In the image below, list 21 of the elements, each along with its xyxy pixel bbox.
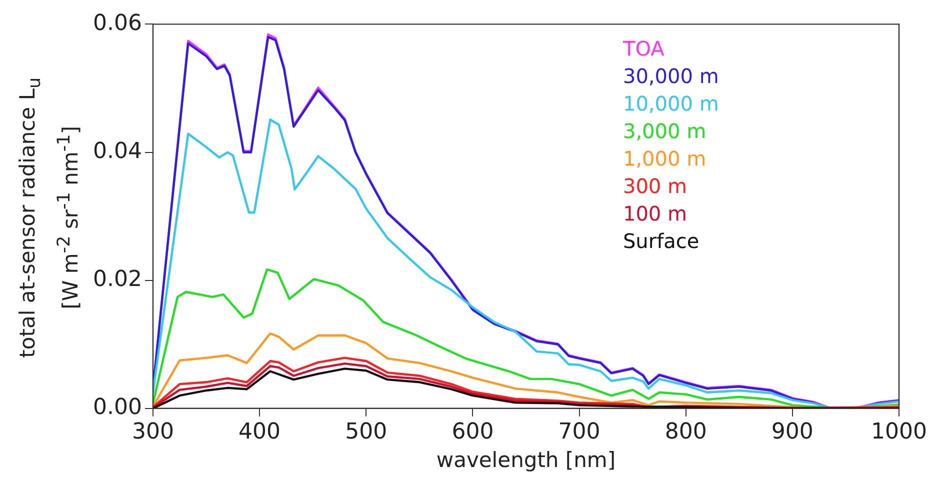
x-tick-label: 1000 — [871, 419, 928, 444]
x-tick-label: 700 — [558, 419, 600, 444]
x-axis-title: wavelength [nm] — [436, 448, 616, 472]
text: 3,000 m — [622, 118, 706, 143]
y-tick-label: 0.02 — [93, 267, 142, 292]
y-tick-label: 0.06 — [93, 10, 142, 36]
text: 100 m — [622, 201, 687, 226]
y-tick-label: 0.00 — [93, 395, 142, 420]
x-tick-label: 900 — [771, 419, 814, 444]
x-tick-label: 800 — [664, 419, 707, 444]
x-tick-label: 400 — [238, 419, 281, 444]
text: Surface — [622, 228, 700, 253]
x-tick-label: 500 — [345, 419, 388, 444]
text: 1,000 m — [622, 146, 706, 170]
text: 300 m — [622, 174, 687, 198]
x-tick-label: 600 — [452, 419, 494, 444]
x-tick-label: 300 — [132, 419, 174, 444]
text: 30,000 m — [622, 64, 719, 88]
text: 10,000 m — [622, 91, 719, 116]
text: TOA — [622, 36, 665, 60]
y-tick-label: 0.04 — [93, 138, 142, 164]
